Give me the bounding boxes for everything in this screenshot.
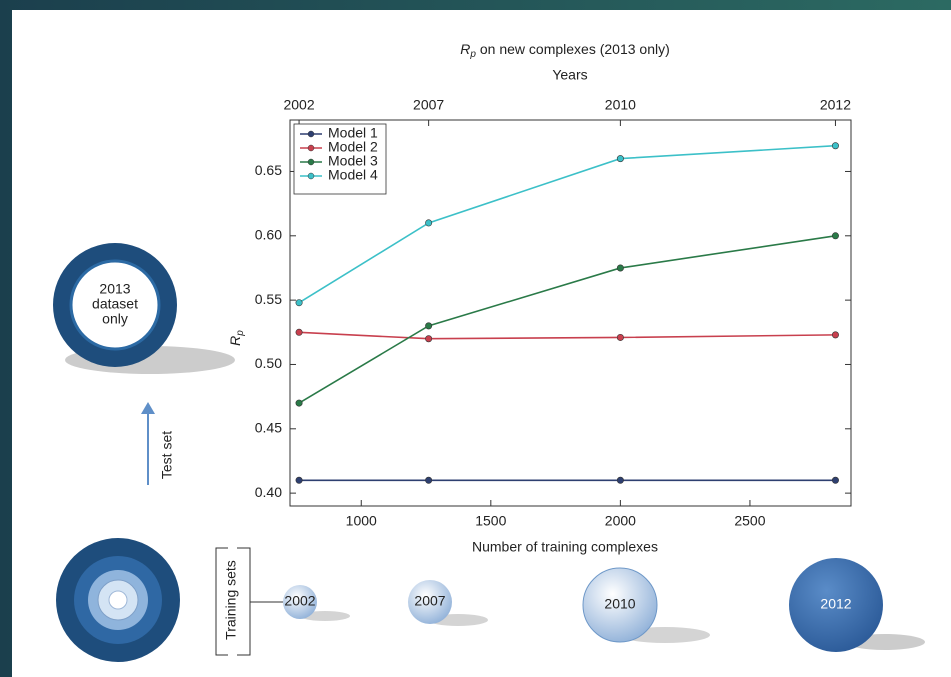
ylabel-symbol: R [227, 336, 243, 346]
y-tick-label: 0.45 [255, 420, 282, 436]
y-tick-label: 0.50 [255, 355, 282, 371]
test-set-label: Test set [159, 431, 175, 479]
x-tick-label: 2500 [734, 513, 765, 529]
y-tick-label: 0.40 [255, 484, 282, 500]
x-axis-label: Number of training complexes [472, 539, 658, 555]
page: 2013 dataset only Test set Training sets… [0, 0, 951, 677]
data-point [617, 265, 623, 271]
data-point [425, 220, 431, 226]
dataset-label: 2013 [99, 281, 130, 297]
x2-tick-label: 2007 [413, 97, 444, 113]
data-point [425, 477, 431, 483]
data-point [617, 334, 623, 340]
target-center [109, 591, 127, 609]
bubble-label: 2012 [820, 596, 851, 612]
title-text: on new complexes (2013 only) [480, 41, 670, 57]
legend-swatch [308, 159, 314, 165]
data-point [832, 332, 838, 338]
dataset-label: dataset [92, 296, 138, 312]
y-tick-label: 0.55 [255, 291, 282, 307]
data-point [296, 400, 302, 406]
y-tick-label: 0.65 [255, 162, 282, 178]
data-point [832, 233, 838, 239]
legend-label: Model 4 [328, 167, 378, 183]
x-tick-label: 2000 [605, 513, 636, 529]
data-point [617, 155, 623, 161]
y-tick-label: 0.60 [255, 227, 282, 243]
data-point [832, 143, 838, 149]
title-symbol: R [460, 41, 470, 57]
data-point [425, 323, 431, 329]
x2-tick-label: 2002 [283, 97, 314, 113]
slide: 2013 dataset only Test set Training sets… [0, 0, 951, 677]
training-sets-label: Training sets [223, 560, 239, 640]
dataset-label: only [102, 311, 128, 327]
legend-swatch [308, 145, 314, 151]
x2-tick-label: 2012 [820, 97, 851, 113]
x2-axis-label: Years [552, 67, 587, 83]
x2-tick-label: 2010 [605, 97, 636, 113]
x-tick-label: 1500 [475, 513, 506, 529]
data-point [296, 300, 302, 306]
title-subscript: p [469, 49, 476, 60]
data-point [296, 477, 302, 483]
data-point [617, 477, 623, 483]
bubble-label: 2007 [414, 593, 445, 609]
legend-swatch [308, 131, 314, 137]
x-tick-label: 1000 [346, 513, 377, 529]
ylabel-subscript: p [235, 330, 246, 337]
data-point [425, 336, 431, 342]
bubble-label: 2010 [604, 596, 635, 612]
legend-swatch [308, 173, 314, 179]
bubble-label: 2002 [284, 593, 315, 609]
data-point [296, 329, 302, 335]
data-point [832, 477, 838, 483]
